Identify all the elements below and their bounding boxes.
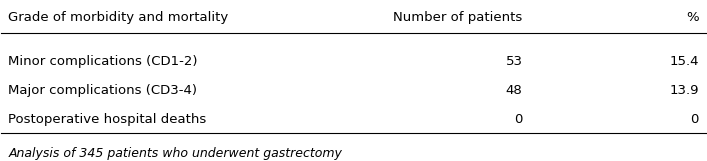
Text: Minor complications (CD1-2): Minor complications (CD1-2) xyxy=(8,55,198,67)
Text: 48: 48 xyxy=(506,84,522,97)
Text: 0: 0 xyxy=(690,113,699,126)
Text: Analysis of 345 patients who underwent gastrectomy: Analysis of 345 patients who underwent g… xyxy=(8,147,342,161)
Text: Number of patients: Number of patients xyxy=(393,11,522,24)
Text: 13.9: 13.9 xyxy=(669,84,699,97)
Text: %: % xyxy=(686,11,699,24)
Text: 53: 53 xyxy=(506,55,522,67)
Text: Major complications (CD3-4): Major complications (CD3-4) xyxy=(8,84,197,97)
Text: 15.4: 15.4 xyxy=(669,55,699,67)
Text: 0: 0 xyxy=(514,113,522,126)
Text: Postoperative hospital deaths: Postoperative hospital deaths xyxy=(8,113,206,126)
Text: Grade of morbidity and mortality: Grade of morbidity and mortality xyxy=(8,11,228,24)
